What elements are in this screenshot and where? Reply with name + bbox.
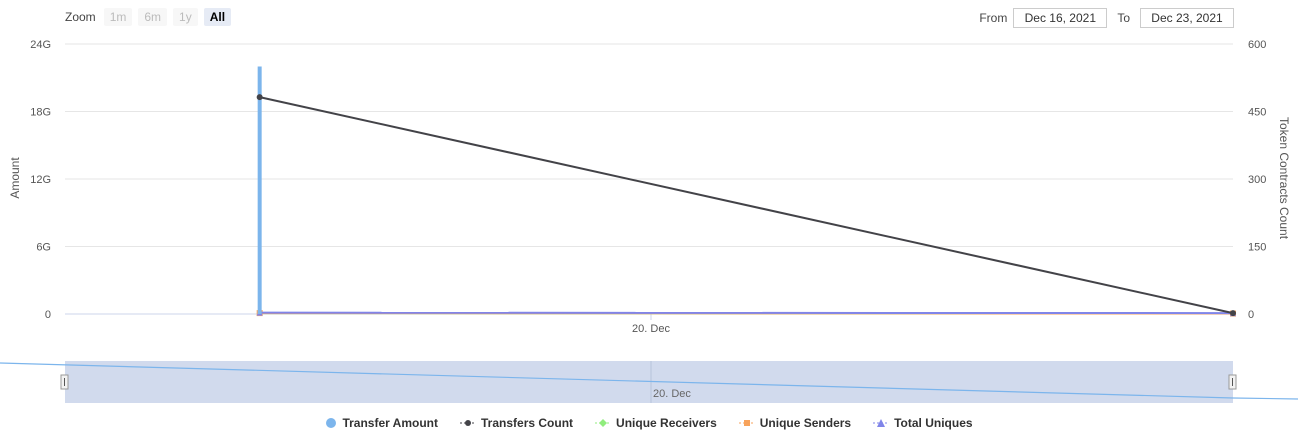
- zoom-1y-button[interactable]: 1y: [173, 8, 198, 26]
- navigator-series-line: [0, 362, 1298, 400]
- y2-tick-label: 300: [1248, 174, 1266, 186]
- series-transfers-count: [256, 94, 1236, 317]
- zoom-all-button[interactable]: All: [203, 8, 232, 26]
- y2-tick-label: 450: [1248, 107, 1266, 119]
- line-triangle-marker-icon: [873, 419, 890, 427]
- legend-label: Unique Receivers: [616, 416, 717, 430]
- navigator-label: 20. Dec: [653, 388, 691, 400]
- circle-marker-icon: [326, 418, 337, 428]
- y-tick-label: 18G: [30, 107, 51, 119]
- line-diamond-marker-icon: [595, 419, 612, 427]
- line-dot-marker-icon: [460, 420, 477, 426]
- to-date-input[interactable]: Dec 23, 2021: [1140, 8, 1234, 28]
- column-bar: [257, 66, 262, 314]
- y-tick-label: 6G: [36, 242, 51, 254]
- y-axis-ticks: 0 6G 12G 18G 24G: [30, 39, 51, 321]
- x-tick-label: 20. Dec: [632, 323, 670, 335]
- date-range-selector: From Dec 16, 2021 To Dec 23, 2021: [979, 8, 1234, 28]
- zoom-6m-button[interactable]: 6m: [138, 8, 168, 26]
- y-tick-label: 0: [45, 309, 51, 321]
- navigator[interactable]: 20. Dec: [0, 361, 1298, 403]
- series-layer: [256, 66, 1236, 317]
- legend-item-transfer-amount[interactable]: Transfer Amount: [325, 416, 438, 430]
- legend-label: Transfers Count: [481, 416, 574, 430]
- chart-svg: 0 6G 12G 18G 24G 0 150 300 450 600 Amount Token …: [0, 39, 1298, 403]
- gridlines: [65, 43, 1233, 320]
- legend-item-transfers-count[interactable]: Transfers Count: [460, 416, 573, 430]
- y-axis-label: Amount: [8, 157, 22, 199]
- legend-label: Unique Senders: [759, 416, 852, 430]
- y2-tick-label: 0: [1248, 309, 1254, 321]
- y2-axis-ticks: 0 150 300 450 600: [1248, 39, 1266, 321]
- y-tick-label: 12G: [30, 174, 51, 186]
- series-transfer-amount: [257, 66, 1235, 315]
- y-tick-label: 24G: [30, 39, 51, 51]
- from-date-input[interactable]: Dec 16, 2021: [1013, 8, 1108, 28]
- y2-axis-label: Token Contracts Count: [1277, 117, 1291, 240]
- zoom-1m-button[interactable]: 1m: [103, 8, 133, 26]
- series-total-uniques: [256, 309, 1236, 317]
- data-point: [1230, 310, 1236, 317]
- legend-item-unique-senders[interactable]: Unique Senders: [738, 416, 852, 430]
- y2-tick-label: 150: [1248, 242, 1266, 254]
- legend-item-unique-receivers[interactable]: Unique Receivers: [595, 416, 717, 430]
- legend-label: Transfer Amount: [342, 416, 439, 430]
- to-label: To: [1117, 11, 1130, 25]
- legend: Transfer Amount Transfers Count Unique R…: [0, 416, 1298, 430]
- line-square-marker-icon: [738, 420, 755, 426]
- y2-tick-label: 600: [1248, 39, 1266, 51]
- legend-item-total-uniques[interactable]: Total Uniques: [873, 416, 973, 430]
- series-line: [259, 96, 1234, 315]
- zoom-label: Zoom: [65, 10, 96, 24]
- from-label: From: [979, 11, 1008, 25]
- legend-label: Total Uniques: [894, 416, 973, 430]
- data-point: [256, 94, 263, 101]
- zoom-bar: Zoom 1m 6m 1y All: [65, 8, 232, 26]
